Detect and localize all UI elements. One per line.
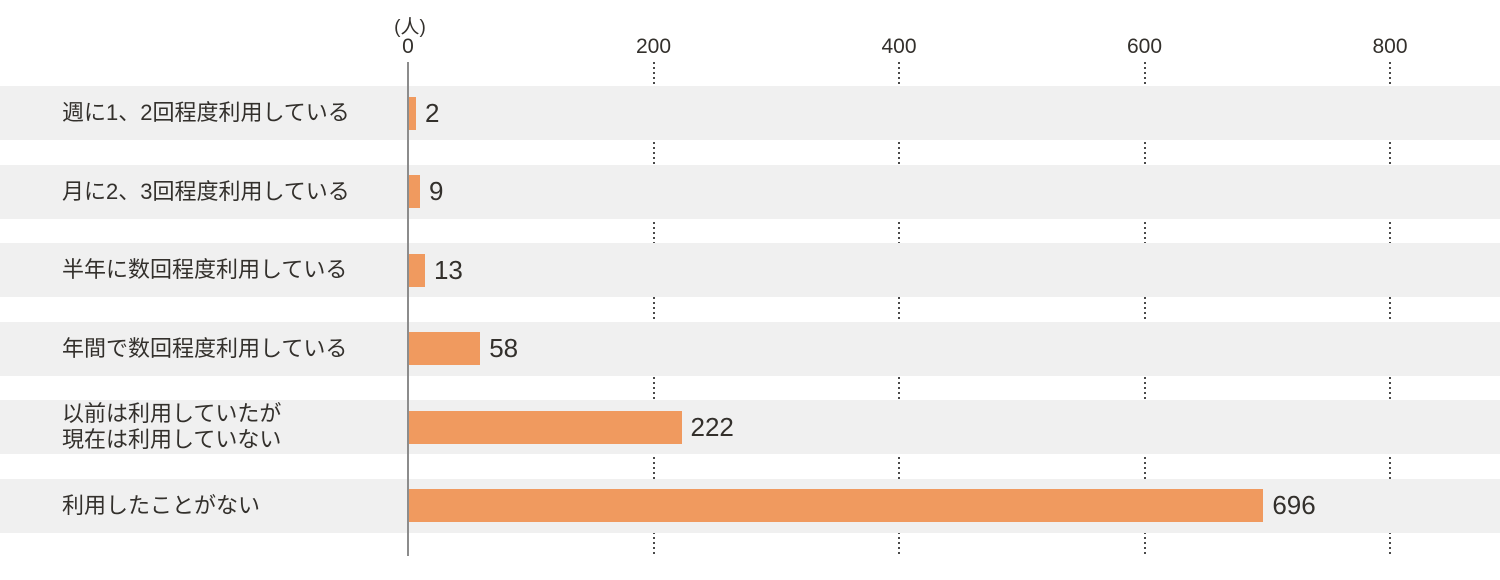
axis-tick-label: 0 [402, 35, 414, 58]
value-label: 58 [489, 333, 519, 363]
bar [409, 332, 481, 365]
value-label: 9 [429, 176, 444, 206]
row-band [0, 243, 1500, 297]
value-label: 696 [1272, 490, 1316, 520]
category-label: 以前は利用していたが 現在は利用していない [62, 401, 282, 452]
category-label: 週に1、2回程度利用している [62, 100, 350, 125]
bar [409, 253, 425, 287]
axis-tick-label: 600 [1126, 35, 1163, 58]
bar [409, 489, 1264, 522]
value-label: 13 [433, 254, 463, 285]
category-label: 利用したことがない [62, 492, 261, 518]
dotted-gridline [652, 62, 655, 556]
row-band [0, 400, 1500, 454]
dotted-gridline [1143, 62, 1146, 556]
value-label: 2 [425, 97, 440, 128]
dotted-gridline [1389, 62, 1391, 556]
bar [409, 410, 682, 444]
axis-tick-label: 200 [635, 35, 672, 58]
dotted-gridline [898, 62, 900, 556]
axis-tick-label: 800 [1372, 35, 1408, 58]
category-label: 月に2、3回程度利用している [62, 178, 350, 204]
axis-tick-label: 400 [881, 35, 917, 58]
category-label: 年間で数回程度利用している [62, 335, 348, 361]
value-label: 222 [690, 411, 734, 442]
row-band [0, 86, 1500, 140]
bar [409, 96, 416, 130]
row-band [0, 164, 1500, 219]
axis-zero-line [407, 62, 409, 556]
axis-unit-label: (人) [394, 17, 426, 38]
category-label: 半年に数回程度利用している [62, 257, 348, 282]
bar [409, 175, 421, 208]
row-band [0, 321, 1500, 376]
